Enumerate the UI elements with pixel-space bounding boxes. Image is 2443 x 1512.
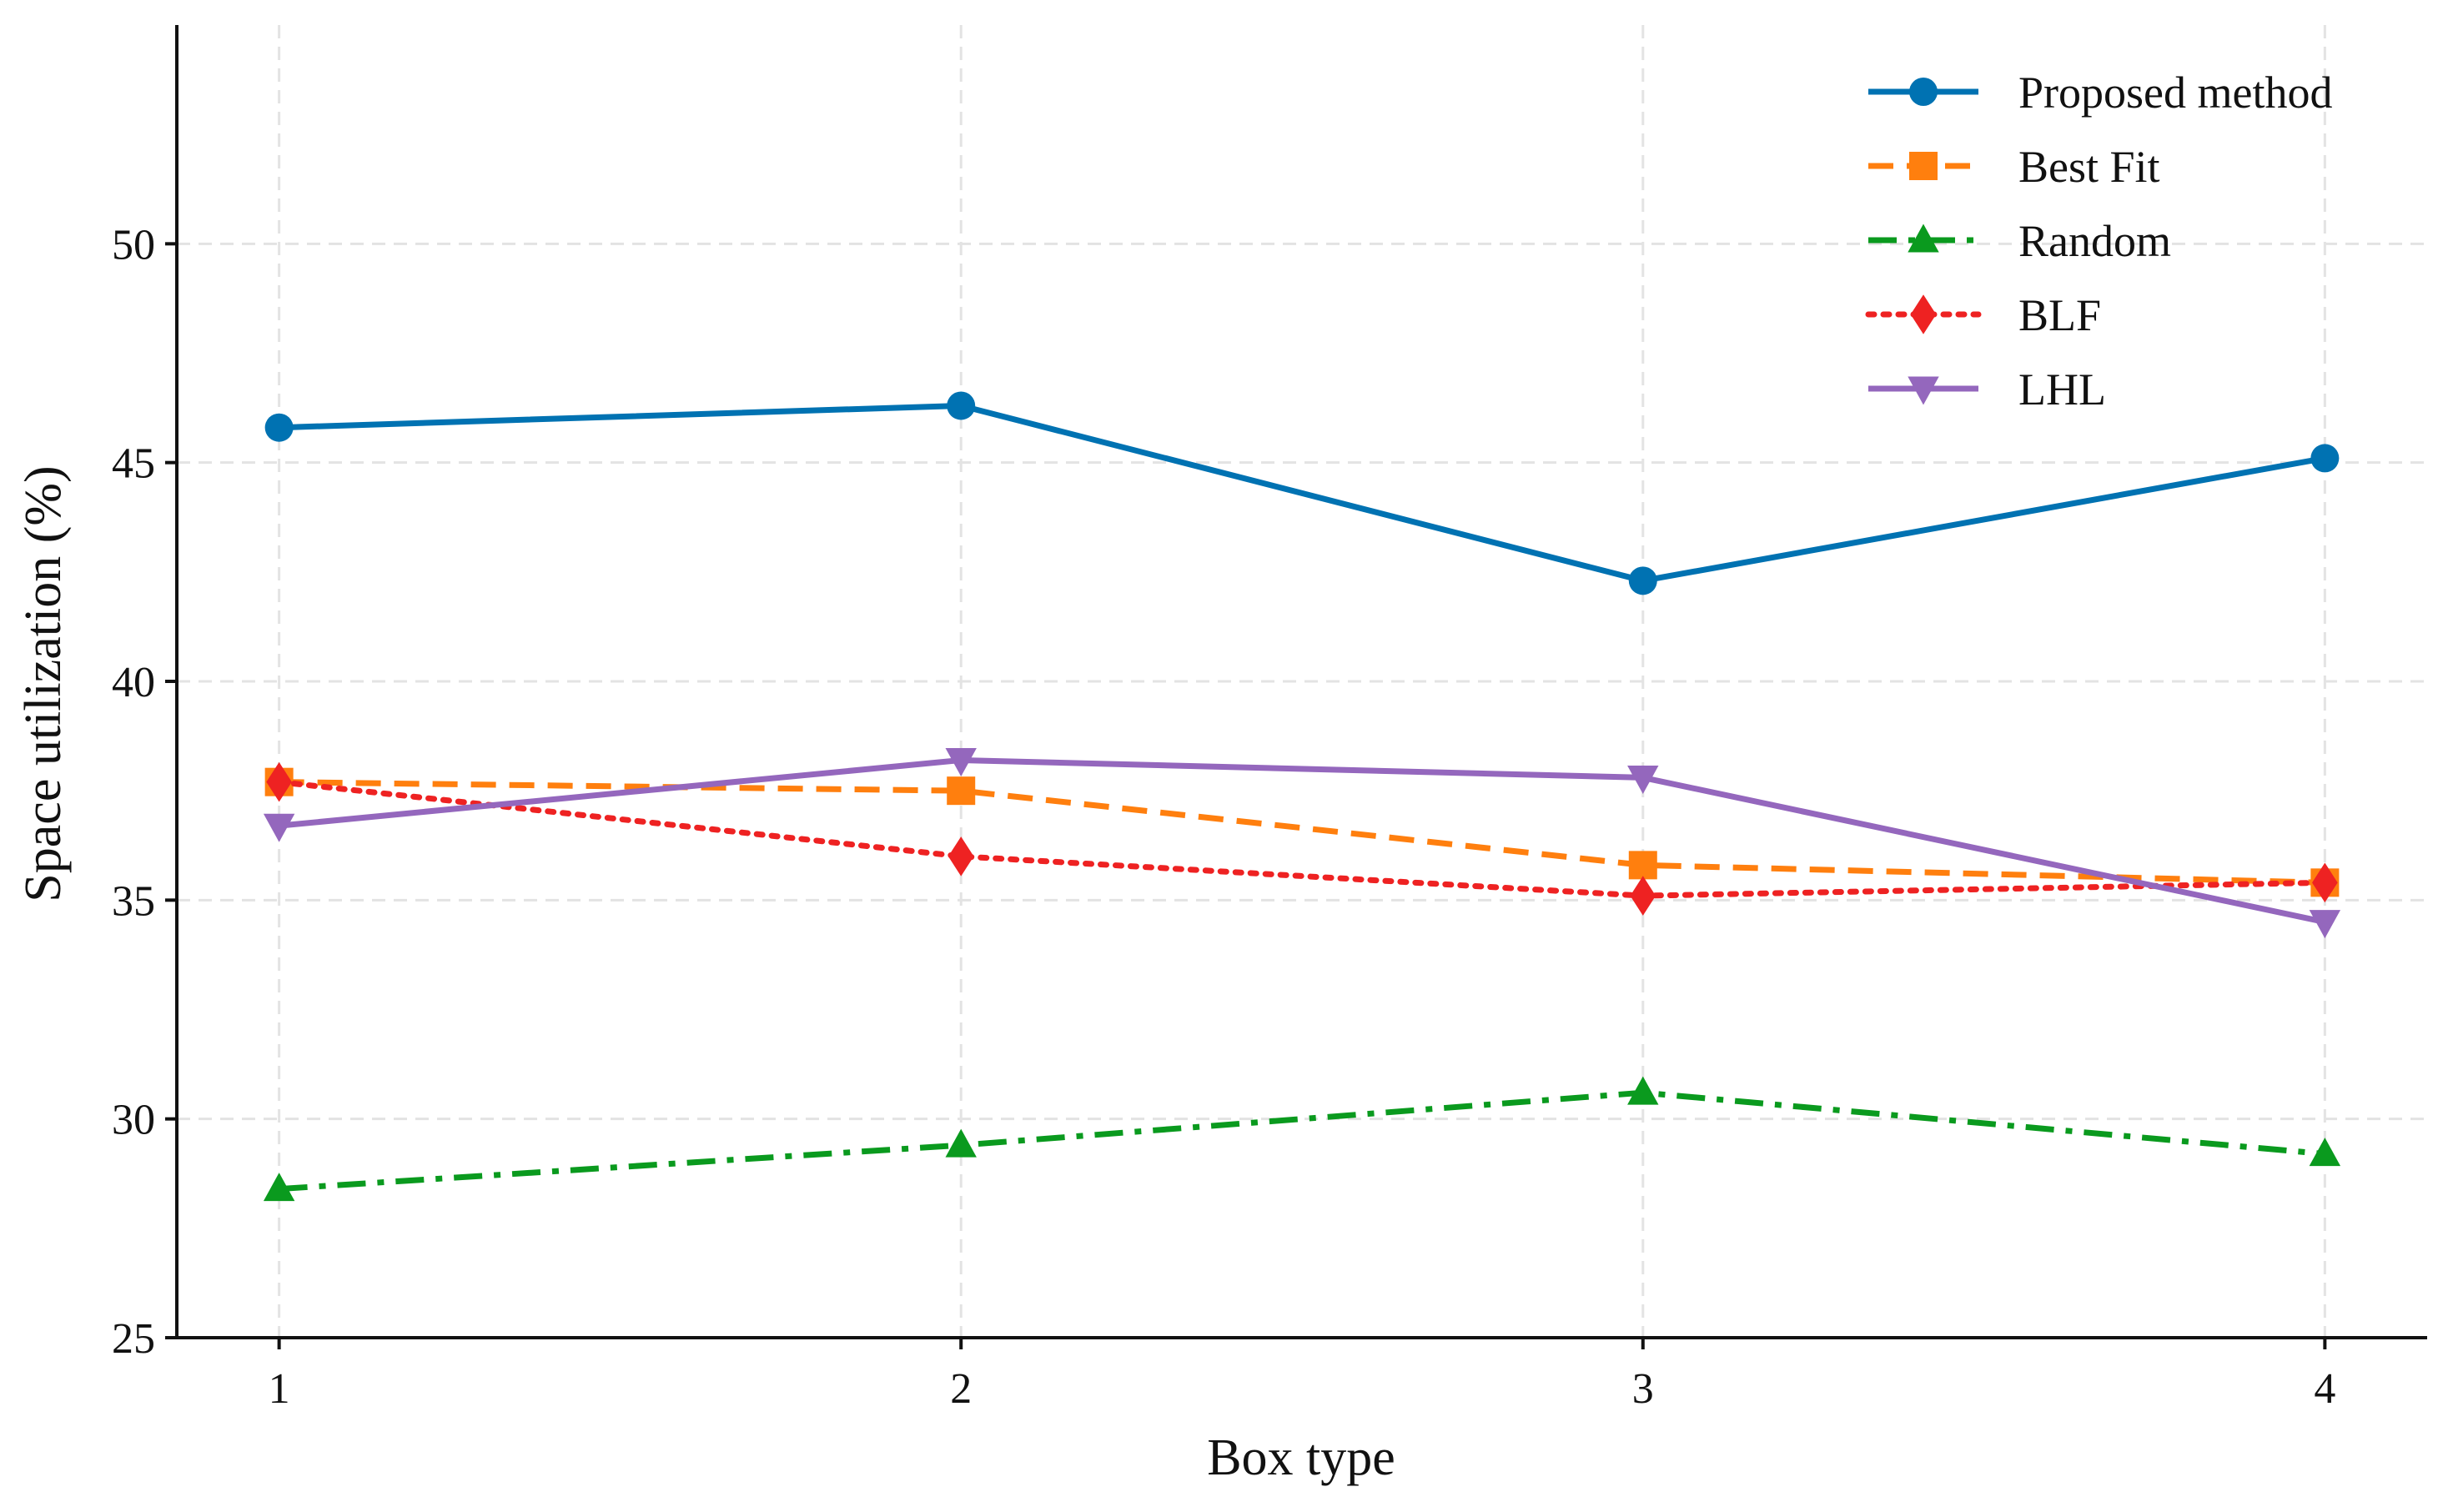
data-point [266, 761, 292, 802]
legend-item: Proposed method [1868, 68, 2332, 118]
x-axis-title: Box type [1207, 1429, 1395, 1486]
data-point [1628, 566, 1657, 595]
y-tick-label: 45 [112, 440, 155, 488]
legend-marker [1909, 152, 1938, 180]
legend-label: Proposed method [2018, 68, 2332, 118]
series-line [279, 402, 2325, 584]
series-lhl [263, 747, 2341, 939]
data-point [2309, 910, 2341, 939]
data-point [947, 776, 976, 806]
y-tick-label: 30 [112, 1097, 155, 1144]
series-line [279, 1089, 2325, 1193]
legend-label: Random [2018, 216, 2171, 266]
y-tick-label: 35 [112, 877, 155, 925]
data-point [948, 836, 974, 877]
series-line [279, 779, 2325, 886]
legend: Proposed method Best Fit Random BLF LHL [1865, 68, 2332, 414]
data-point [1628, 851, 1657, 880]
legend-item: BLF [1865, 290, 2101, 340]
y-tick-label: 50 [112, 221, 155, 269]
axes-layer: 25 30 35 40 45 50 1 2 3 4 [112, 25, 2427, 1413]
legend-item: LHL [1868, 364, 2106, 414]
data-point [263, 1173, 295, 1202]
data-point [945, 747, 977, 776]
legend-marker [1908, 224, 1939, 253]
legend-item: Best Fit [1868, 142, 2160, 192]
data-point [1630, 876, 1656, 916]
series-random [263, 1076, 2341, 1202]
series-line [276, 779, 2328, 899]
y-axis-title: Space utilization (%) [15, 465, 72, 902]
data-point [2310, 444, 2340, 473]
data-point [1627, 1076, 1659, 1105]
data-point [947, 391, 976, 420]
legend-label: LHL [2018, 364, 2106, 414]
data-point [264, 413, 294, 442]
series-proposed-method [264, 391, 2340, 595]
legend-item: Random [1868, 216, 2171, 266]
y-tick-label: 40 [112, 659, 155, 706]
legend-label: Best Fit [2018, 142, 2160, 192]
x-tick-label: 3 [1632, 1365, 1654, 1413]
legend-marker [1908, 376, 1939, 405]
legend-label: BLF [2018, 290, 2101, 340]
series-line [279, 756, 2326, 925]
data-point [263, 813, 295, 842]
data-point [945, 1128, 977, 1158]
x-tick-label: 4 [2314, 1365, 2335, 1413]
legend-marker [1909, 78, 1938, 106]
series-layer [263, 391, 2341, 1202]
x-tick-label: 2 [950, 1365, 972, 1413]
data-point [2312, 862, 2338, 903]
x-tick-label: 1 [269, 1365, 290, 1413]
data-point [2309, 1138, 2341, 1167]
data-point [1627, 765, 1659, 794]
y-tick-label: 25 [112, 1315, 155, 1363]
legend-marker [1910, 294, 1937, 334]
grid-layer [177, 25, 2427, 1338]
series-blf [266, 761, 2338, 916]
